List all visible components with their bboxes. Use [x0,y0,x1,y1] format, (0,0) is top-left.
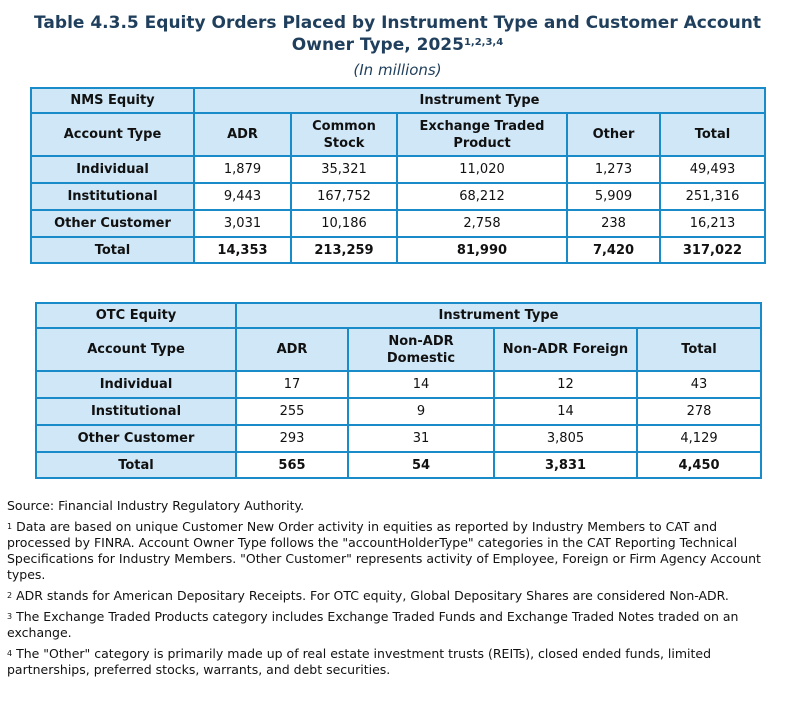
otc-col-non-adr-foreign: Non-ADR Foreign [493,327,638,372]
units-subtitle: (In millions) [353,61,442,79]
cell: 54 [347,451,495,479]
cell: 14,353 [193,236,292,264]
cell: 81,990 [396,236,568,264]
row-label: Other Customer [35,424,237,453]
footnote-number: 1 [7,522,13,531]
nms-equity-table: NMS Equity Instrument Type Account Type … [30,87,766,264]
footnotes: Source: Financial Industry Regulatory Au… [7,498,782,683]
table-row-total: Total 565 54 3,831 4,450 [35,451,762,479]
title-line-2: Owner Type, 20251,2,3,4 [0,34,795,56]
otc-row-header: Account Type [35,327,237,372]
cell: 4,450 [636,451,762,479]
footnote-2: 2 ADR stands for American Depositary Rec… [7,588,782,604]
title-line-1: Table 4.3.5 Equity Orders Placed by Inst… [34,13,761,33]
table-row: Individual 1,879 35,321 11,020 1,273 49,… [30,155,766,184]
cell: 5,909 [566,182,661,211]
cell: 14 [347,370,495,399]
table-row: Other Customer 293 31 3,805 4,129 [35,424,762,453]
source-note: Source: Financial Industry Regulatory Au… [7,498,305,513]
table-row: Other Customer 3,031 10,186 2,758 238 16… [30,209,766,238]
otc-col-adr: ADR [235,327,349,372]
cell: 293 [235,424,349,453]
cell: 2,758 [396,209,568,238]
footnote-text: ADR stands for American Depositary Recei… [16,588,729,603]
cell: 49,493 [659,155,766,184]
cell: 255 [235,397,349,426]
footnote-text: The Exchange Traded Products category in… [7,609,739,640]
cell: 3,031 [193,209,292,238]
nms-col-common-stock: Common Stock [290,112,398,157]
table-row: Institutional 9,443 167,752 68,212 5,909… [30,182,766,211]
row-label: Total [30,236,195,264]
table-row-total: Total 14,353 213,259 81,990 7,420 317,02… [30,236,766,264]
cell: 31 [347,424,495,453]
nms-col-etp: Exchange Traded Product [396,112,568,157]
cell: 3,805 [493,424,638,453]
cell: 1,879 [193,155,292,184]
footnote-number: 3 [7,612,13,621]
cell: 317,022 [659,236,766,264]
row-label: Other Customer [30,209,195,238]
otc-group-header: Instrument Type [235,302,762,329]
footnote-4: 4 The "Other" category is primarily made… [7,646,782,678]
table-row: Institutional 255 9 14 278 [35,397,762,426]
cell: 3,831 [493,451,638,479]
cell: 68,212 [396,182,568,211]
cell: 565 [235,451,349,479]
nms-col-adr: ADR [193,112,292,157]
table-title: Table 4.3.5 Equity Orders Placed by Inst… [0,12,795,56]
row-label: Institutional [35,397,237,426]
cell: 167,752 [290,182,398,211]
otc-corner-label: OTC Equity [35,302,237,329]
otc-col-non-adr-domestic: Non-ADR Domestic [347,327,495,372]
nms-col-other: Other [566,112,661,157]
cell: 9 [347,397,495,426]
cell: 7,420 [566,236,661,264]
footnote-number: 2 [7,591,13,600]
otc-col-total: Total [636,327,762,372]
footnote-number: 4 [7,649,13,658]
cell: 9,443 [193,182,292,211]
row-label: Total [35,451,237,479]
cell: 4,129 [636,424,762,453]
row-label: Institutional [30,182,195,211]
cell: 12 [493,370,638,399]
cell: 251,316 [659,182,766,211]
cell: 238 [566,209,661,238]
cell: 213,259 [290,236,398,264]
cell: 1,273 [566,155,661,184]
title-footnote-refs: 1,2,3,4 [463,37,504,48]
title-line-2-text: Owner Type, 2025 [291,35,464,55]
table-row: Individual 17 14 12 43 [35,370,762,399]
footnote-text: Data are based on unique Customer New Or… [7,519,761,582]
cell: 16,213 [659,209,766,238]
cell: 14 [493,397,638,426]
row-label: Individual [30,155,195,184]
footnote-1: 1 Data are based on unique Customer New … [7,519,782,583]
nms-group-header: Instrument Type [193,87,766,114]
cell: 10,186 [290,209,398,238]
cell: 17 [235,370,349,399]
row-label: Individual [35,370,237,399]
footnote-3: 3 The Exchange Traded Products category … [7,609,782,641]
nms-row-header: Account Type [30,112,195,157]
cell: 43 [636,370,762,399]
nms-col-total: Total [659,112,766,157]
otc-equity-table: OTC Equity Instrument Type Account Type … [35,302,762,479]
cell: 278 [636,397,762,426]
footnote-text: The "Other" category is primarily made u… [7,646,712,677]
cell: 35,321 [290,155,398,184]
nms-corner-label: NMS Equity [30,87,195,114]
cell: 11,020 [396,155,568,184]
